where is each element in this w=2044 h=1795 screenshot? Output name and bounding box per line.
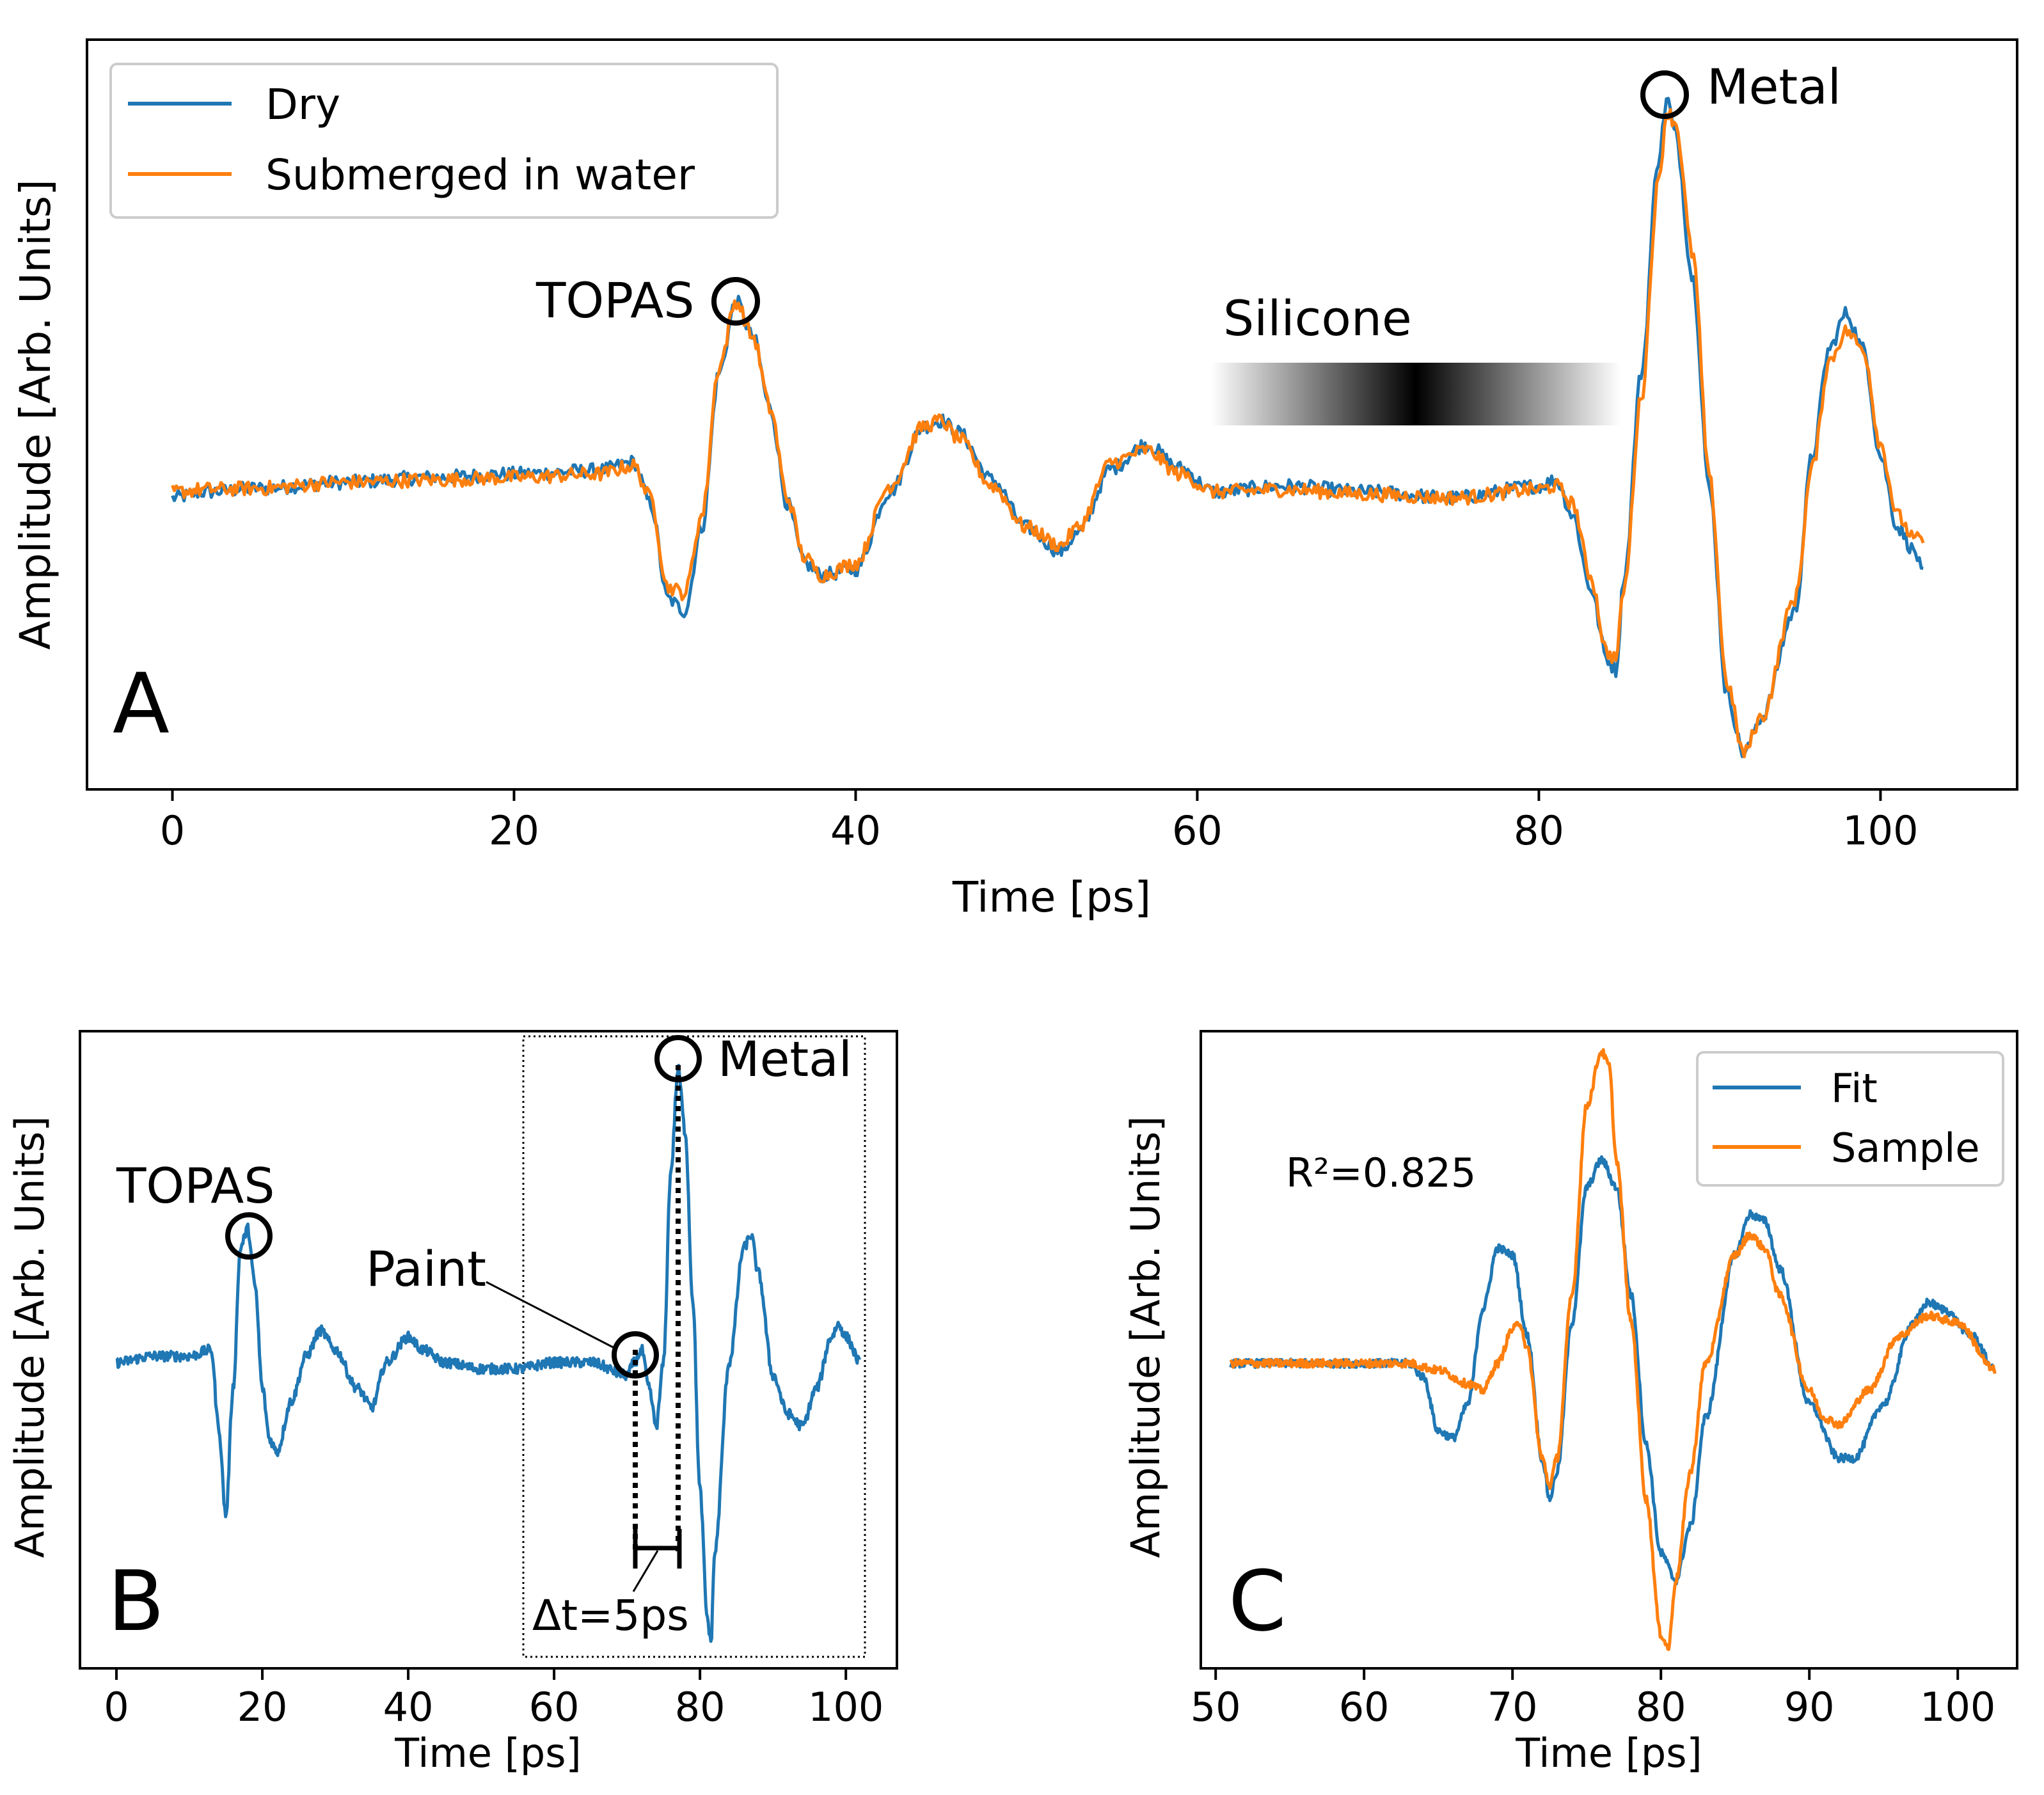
legend-submerged-label: Submerged in water [265,150,695,200]
topas-label-b: TOPAS [116,1157,274,1214]
series-sample [1229,1048,1997,1651]
panel-c-ylabel: Amplitude [Arb. Units] [1122,1116,1169,1558]
xtick-label-90: 90 [1784,1684,1835,1730]
topas-marker-b [225,1212,273,1260]
panel-b-xlabel: Time [ps] [394,1730,581,1776]
panel-b-xaxis: 0 20 40 60 80 100 [104,1668,883,1730]
silicone-band [1211,363,1620,425]
legend-dry-label: Dry [265,80,340,129]
panel-a-frame [86,38,2018,791]
panel-c-letter: C [1228,1553,1287,1650]
panel-a-ylabel: Amplitude [Arb. Units] [11,179,60,650]
xtick-label-100: 100 [808,1684,883,1730]
panel-b: 0 20 40 60 80 100 Time [ps] Amplitude [Arb. U… [6,1030,898,1776]
xtick-label-80: 80 [1514,807,1564,854]
panel-c-xaxis: 50 60 70 80 90 100 [1191,1668,1995,1730]
xtick-label-0: 0 [160,807,185,854]
xtick-label-100: 100 [1842,807,1918,854]
metal-label: Metal [1707,58,1841,115]
panel-b-letter: B [107,1553,164,1650]
xtick-label-40: 40 [383,1684,434,1730]
panel-a-letter: A [113,655,170,752]
topas-label: TOPAS [535,272,694,329]
legend-a-box [109,63,779,219]
xtick-label-100: 100 [1920,1684,1995,1730]
xtick-label-80: 80 [1636,1684,1686,1730]
panel-a-xaxis: 0 20 40 60 80 100 [160,789,1919,854]
legend-sample-label: Sample [1831,1125,1979,1171]
topas-marker [711,277,760,326]
metal-label-b: Metal [718,1031,852,1087]
xtick-label-20: 20 [489,807,539,854]
xtick-label-60: 60 [529,1684,580,1730]
panel-b-ylabel: Amplitude [Arb. Units] [6,1116,53,1558]
panel-a: 0 20 40 60 80 100 Time [ps] Amplitude [Arb. U… [11,38,2018,922]
xtick-label-60: 60 [1172,807,1223,854]
panel-a-xlabel: Time [ps] [952,873,1151,922]
panel-c-frame [1200,1030,2018,1670]
xtick-label-70: 70 [1487,1684,1538,1730]
series-submerged [171,108,1925,759]
paint-marker-b [612,1331,659,1379]
legend-a: Dry Submerged in water [109,63,779,219]
panel-c: 50 60 70 80 90 100 Time [ps] Amplitude [Arb. … [1122,1030,2018,1776]
panel-c-xlabel: Time [ps] [1515,1730,1702,1776]
silicone-label: Silicone [1223,290,1412,347]
metal-marker [1640,70,1689,119]
metal-marker-b [654,1035,702,1082]
xtick-label-50: 50 [1191,1684,1241,1730]
paint-leader [486,1281,615,1349]
xtick-label-20: 20 [237,1684,288,1730]
series-dry-b [115,1064,862,1643]
legend-fit-label: Fit [1831,1065,1878,1112]
delta-label: Δt=5ps [532,1591,689,1640]
r2-label: R²=0.825 [1286,1150,1476,1196]
xtick-label-40: 40 [830,807,881,854]
xtick-label-0: 0 [104,1684,129,1730]
xtick-label-60: 60 [1339,1684,1390,1730]
paint-label: Paint [366,1240,486,1297]
delta-leader [632,1550,659,1592]
legend-c: Fit Sample [1696,1051,2004,1187]
panel-b-frame [79,1030,898,1670]
metal-window-box [522,1035,866,1658]
xtick-label-80: 80 [675,1684,725,1730]
